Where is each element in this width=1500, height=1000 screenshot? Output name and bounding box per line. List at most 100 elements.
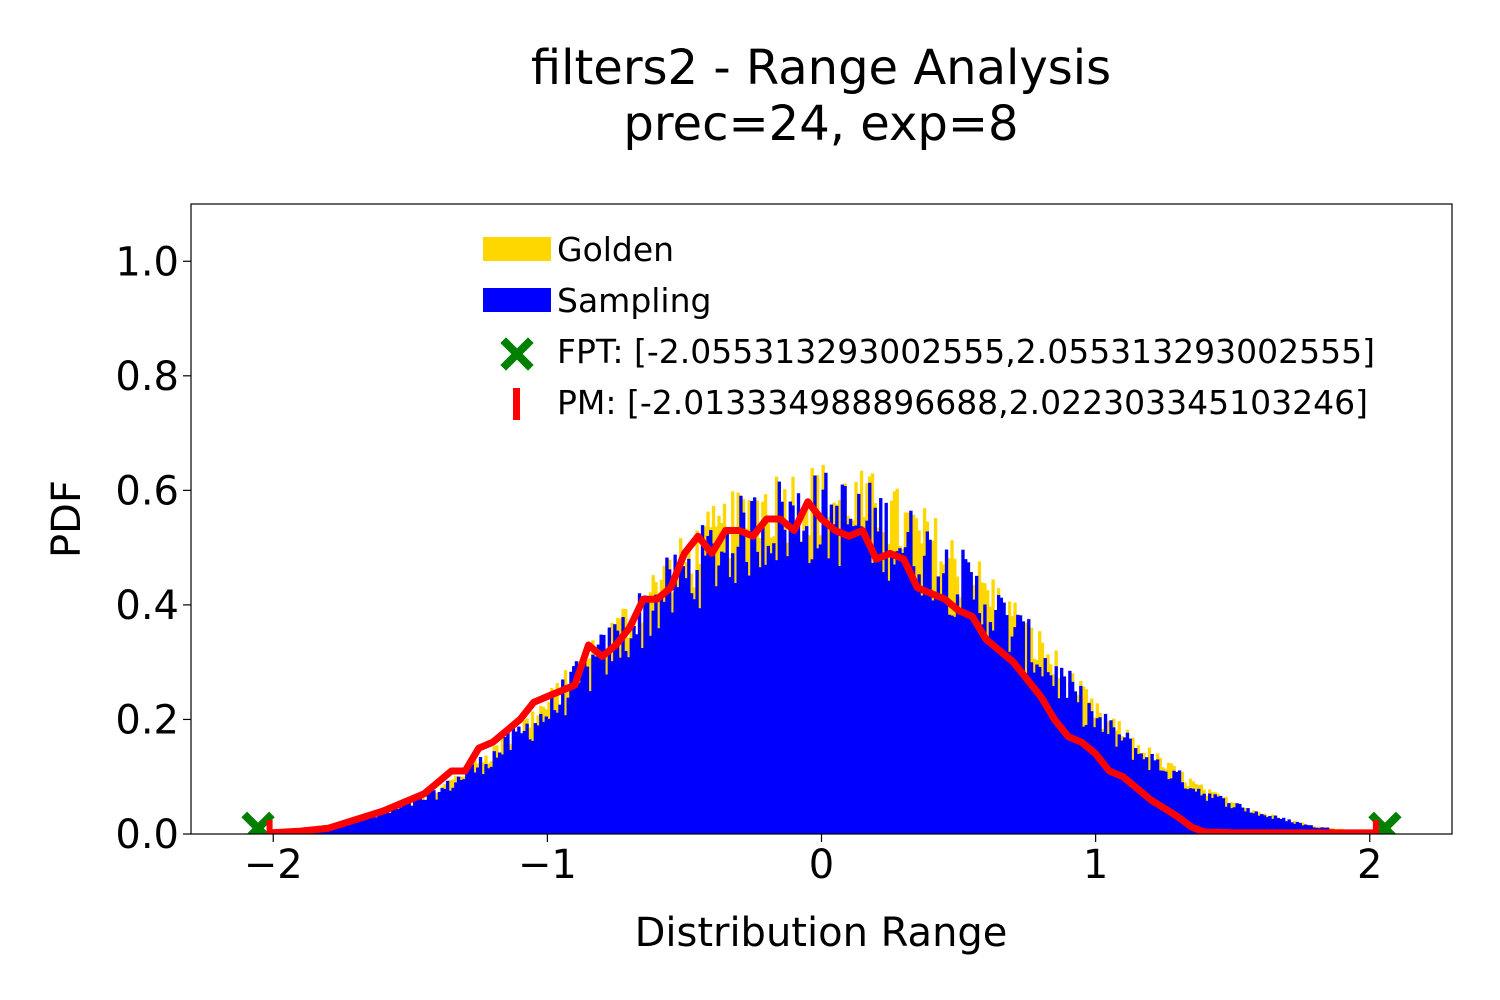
sampling-bar [643, 595, 647, 834]
sampling-bar [876, 531, 880, 834]
sampling-bar [591, 654, 595, 834]
sampling-bar [944, 549, 949, 834]
sampling-bar [1068, 670, 1072, 834]
sampling-bar [1005, 615, 1009, 834]
sampling-bar [511, 726, 516, 834]
legend-swatch [500, 337, 534, 371]
sampling-bar [747, 575, 751, 834]
sampling-bar [996, 594, 1001, 834]
sampling-bar [1197, 788, 1201, 834]
sampling-bar [903, 547, 908, 834]
sampling-bar [969, 572, 973, 834]
sampling-bar [895, 551, 899, 834]
sampling-bar [599, 634, 603, 834]
sampling-bar [487, 768, 491, 834]
sampling-bar [966, 562, 971, 834]
sampling-bar [673, 554, 677, 834]
sampling-bar [794, 521, 798, 834]
sampling-bar [922, 555, 927, 834]
sampling-bar [870, 562, 875, 834]
sampling-bar [720, 551, 724, 834]
sampling-bar [374, 817, 379, 834]
sampling-bar [555, 712, 559, 834]
sampling-bar [358, 820, 362, 834]
sampling-bar [670, 612, 675, 834]
sampling-bar [909, 510, 913, 834]
sampling-bar [1210, 798, 1215, 834]
sampling-bar [1062, 676, 1067, 834]
sampling-bar [377, 813, 381, 834]
sampling-bar [1205, 800, 1209, 834]
sampling-bar [1040, 676, 1045, 834]
sampling-bar [1273, 815, 1278, 834]
sampling-bar [1153, 760, 1157, 834]
sampling-bar [1155, 759, 1160, 834]
sampling-bar [539, 713, 543, 834]
sampling-bar [1235, 803, 1239, 834]
x-axis: −2 −1 0 1 2 [244, 834, 1382, 888]
sampling-bar [547, 718, 551, 834]
sampling-bar [1227, 803, 1231, 834]
sampling-bar [1279, 818, 1283, 834]
sampling-bar [1054, 666, 1058, 834]
sampling-bar [881, 572, 886, 834]
sampling-bar [624, 650, 628, 834]
sampling-bar [739, 495, 743, 834]
sampling-bar [339, 824, 343, 834]
sampling-bar [380, 814, 384, 834]
fpt-marker [241, 811, 275, 834]
sampling-histogram [267, 472, 1376, 834]
sampling-bar [550, 692, 554, 834]
sampling-bar [681, 566, 686, 834]
y-axis-label: PDF [44, 480, 90, 558]
legend-item: PM: [-2.013334988896688,2.02230334510324… [513, 383, 1368, 422]
sampling-bar [964, 559, 968, 834]
sampling-bar [805, 526, 809, 834]
sampling-bar [1260, 814, 1264, 834]
sampling-bar [769, 553, 773, 834]
sampling-bar [676, 587, 680, 834]
sampling-bar [407, 800, 411, 834]
y-tick-label: 0.0 [115, 812, 179, 858]
sampling-bar [810, 559, 814, 834]
sampling-bar [1161, 770, 1165, 834]
sampling-bar [648, 635, 653, 834]
sampling-bar [459, 780, 463, 834]
sampling-bar [1257, 815, 1261, 834]
sampling-bar [892, 564, 897, 834]
sampling-bar [566, 697, 570, 834]
sampling-bar [413, 799, 417, 834]
sampling-bar [1188, 788, 1193, 834]
sampling-bar [421, 799, 425, 834]
sampling-bar [983, 604, 987, 834]
sampling-bar [1029, 662, 1034, 834]
sampling-bar [813, 475, 817, 834]
sampling-bar [752, 497, 757, 834]
sampling-bar [780, 501, 784, 834]
sampling-bar [1194, 791, 1198, 834]
sampling-bar [451, 787, 455, 834]
sampling-bar [1224, 806, 1228, 834]
sampling-bar [498, 752, 502, 834]
sampling-bar [1120, 740, 1124, 834]
pm-line [267, 498, 1379, 834]
sampling-bar [528, 739, 532, 834]
range-markers [241, 811, 1402, 834]
sampling-bar [1032, 672, 1036, 834]
sampling-bar [1046, 672, 1050, 834]
sampling-bar [489, 766, 494, 834]
sampling-bar [799, 541, 803, 834]
sampling-bar [1166, 779, 1171, 834]
sampling-bar [1081, 726, 1086, 834]
sampling-bar [1131, 759, 1135, 834]
sampling-bar [1254, 811, 1258, 834]
sampling-bar [777, 481, 781, 834]
sampling-bar [445, 780, 450, 834]
sampling-bar [700, 525, 705, 834]
sampling-bar [396, 809, 400, 834]
sampling-bar [1057, 698, 1061, 834]
x-tick-label: −1 [518, 842, 577, 888]
sampling-bar [857, 493, 861, 834]
sampling-bar [366, 816, 370, 834]
sampling-bar [1232, 807, 1237, 834]
